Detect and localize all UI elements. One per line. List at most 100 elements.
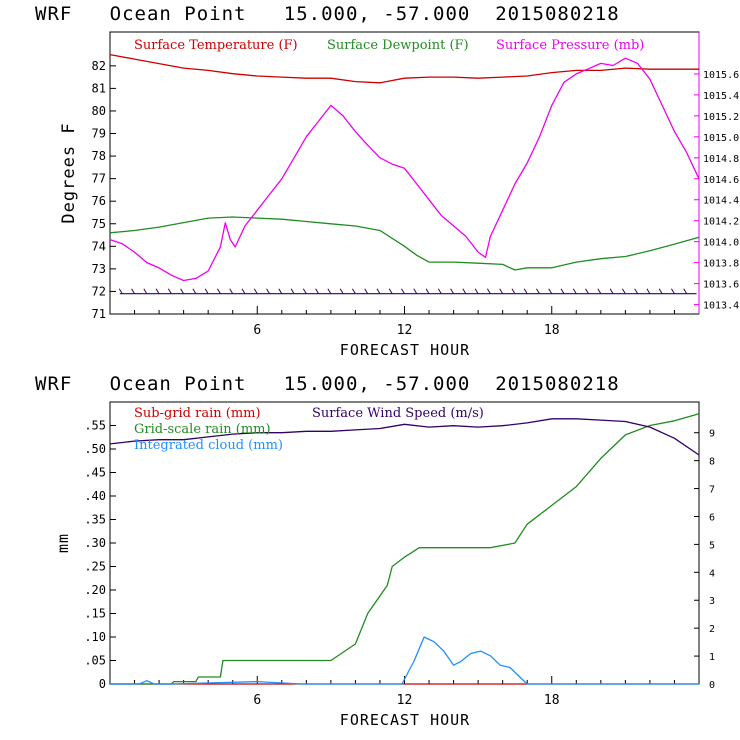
x-tick-label: 6 [253, 693, 261, 708]
wind-barb [425, 288, 430, 294]
temperature-pressure-chart: WRF Ocean Point 15.000, -57.000 20150802… [35, 3, 739, 359]
legend-grid-scale-rain: Grid-scale rain (mm) [134, 422, 271, 437]
wind-barb [536, 288, 540, 294]
y-axis-label: Degrees F [59, 122, 79, 223]
y-tick-label: 77 [92, 172, 106, 186]
y2-tick-label: 1014.6 [703, 175, 739, 186]
wind-barb [474, 288, 479, 294]
legend-sub-grid-rain: Sub-grid rain (mm) [134, 406, 261, 421]
wind-barb [155, 288, 160, 294]
x-axis-label: FORECAST HOUR [340, 711, 470, 729]
wind-barb [302, 288, 307, 294]
wind-barb [413, 288, 418, 294]
wind-barb [315, 288, 320, 294]
x-axis: 6 12 18 [134, 306, 675, 338]
y2-tick-label: 1015.4 [703, 91, 739, 102]
wind-barb [499, 288, 504, 294]
y-axis-label: mm [54, 533, 72, 553]
legend-integrated-cloud: Integrated cloud (mm) [134, 438, 283, 453]
surface-wind-speed-line [109, 418, 700, 456]
legend-surface-dewpoint: Surface Dewpoint (F) [327, 38, 469, 53]
wind-barb [290, 288, 295, 294]
wind-barb [597, 288, 602, 294]
y-tick-label: 79 [92, 127, 106, 141]
surface-dewpoint-line [109, 216, 700, 271]
wind-barb [339, 288, 344, 294]
wind-barb [609, 288, 614, 294]
y-tick-label: .10 [84, 630, 106, 644]
legend-surface-pressure: Surface Pressure (mb) [496, 38, 644, 53]
wind-barb [388, 288, 393, 294]
series-group [109, 53, 700, 282]
x-axis-label: FORECAST HOUR [340, 341, 470, 359]
wind-barbs [118, 288, 697, 295]
y-tick-label: .25 [84, 560, 106, 574]
y2-tick-label: 7 [709, 485, 715, 496]
y2-tick-label: 1014.0 [703, 238, 739, 249]
wind-barb [143, 288, 148, 294]
wind-barb [217, 288, 221, 294]
wind-barb [437, 288, 442, 294]
y2-tick-label: 5 [709, 540, 715, 551]
y2-tick-label: 1 [709, 652, 715, 663]
wind-barb [486, 288, 491, 294]
wind-barb [327, 288, 332, 294]
series-group [109, 413, 700, 685]
wind-barb [621, 288, 626, 294]
y-tick-label: .55 [84, 419, 106, 433]
y-tick-label: 0 [99, 677, 106, 691]
y-tick-label: .05 [84, 654, 106, 668]
y2-tick-label: 1013.6 [703, 280, 739, 291]
right-axis: 0 1 2 3 4 5 6 7 8 9 [694, 429, 715, 691]
legend-surface-temperature: Surface Temperature (F) [134, 38, 298, 53]
y2-tick-label: 1013.4 [703, 301, 739, 312]
y2-tick-label: 2 [709, 624, 715, 635]
y2-tick-label: 1014.8 [703, 154, 739, 165]
left-axis: 0 .05 .10 .15 .20 .25 .30 .35 .40 .45 .50 .55 [84, 419, 116, 691]
wind-barb [180, 288, 185, 294]
y-tick-label: 82 [92, 59, 106, 73]
grid-scale-rain-line [110, 413, 700, 685]
y2-tick-label: 1015.2 [703, 112, 739, 123]
wind-barb [266, 288, 270, 294]
y-tick-label: 74 [92, 239, 106, 253]
wind-barb [658, 288, 663, 294]
x-tick-label: 18 [544, 323, 560, 338]
y2-tick-label: 1014.2 [703, 217, 739, 228]
wind-barb [278, 288, 283, 294]
wind-barb [572, 288, 577, 294]
x-tick-label: 18 [544, 693, 560, 708]
wind-barb [671, 288, 675, 294]
wind-barb [364, 288, 369, 294]
y-tick-label: .45 [84, 466, 106, 480]
x-tick-label: 12 [397, 323, 413, 338]
wind-barb [523, 288, 528, 294]
x-tick-label: 12 [397, 693, 413, 708]
y-tick-label: .20 [84, 583, 106, 597]
wind-barb [646, 288, 651, 294]
wind-barb [634, 288, 639, 294]
wind-barb [253, 288, 258, 294]
y-tick-label: 75 [92, 217, 106, 231]
wind-barb [401, 288, 405, 294]
legend-surface-wind-speed: Surface Wind Speed (m/s) [312, 406, 484, 421]
wind-barb [351, 288, 356, 294]
y-tick-label: 81 [92, 81, 106, 95]
wind-barb [204, 288, 209, 294]
x-tick-label: 6 [253, 323, 261, 338]
y-tick-label: .50 [84, 442, 106, 456]
wind-barb [450, 288, 455, 294]
wind-barb [118, 288, 123, 294]
wind-barb [511, 288, 516, 294]
chart-title: WRF Ocean Point 15.000, -57.000 20150802… [35, 373, 620, 395]
y-tick-label: 73 [92, 262, 106, 276]
y-tick-label: .35 [84, 513, 106, 527]
surface-pressure-line [109, 57, 700, 282]
plot-frame [109, 31, 700, 315]
wind-barb [229, 288, 234, 294]
y-tick-label: 80 [92, 104, 106, 118]
y2-tick-label: 9 [709, 429, 715, 440]
y2-tick-label: 1015.6 [703, 70, 739, 81]
y-tick-label: .15 [84, 607, 106, 621]
